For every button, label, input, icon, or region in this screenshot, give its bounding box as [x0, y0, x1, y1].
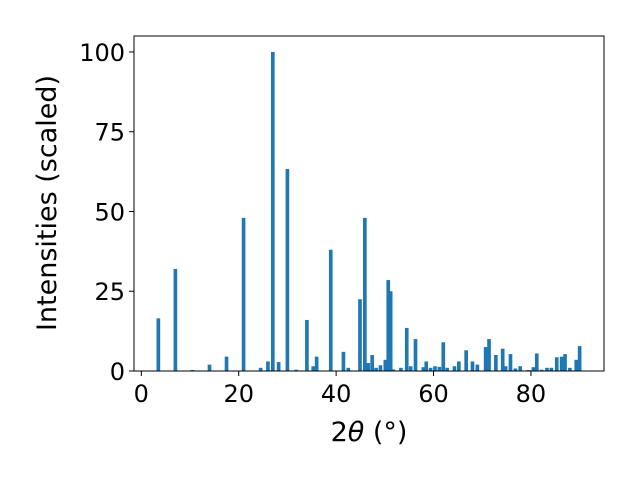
- bar: [577, 346, 582, 371]
- bar: [531, 367, 536, 371]
- y-tick-label: 25: [94, 278, 125, 306]
- bar: [568, 367, 572, 371]
- y-tick-label: 50: [94, 198, 125, 226]
- bar: [518, 366, 523, 371]
- bar: [413, 339, 418, 371]
- x-tick-label: 80: [516, 380, 547, 408]
- y-axis-label: Intensities (scaled): [32, 75, 63, 331]
- x-tick-label: 0: [134, 380, 149, 408]
- bar: [503, 366, 508, 371]
- bar: [483, 347, 488, 371]
- y-tick-label: 100: [79, 39, 125, 67]
- bar: [328, 249, 333, 371]
- bar: [437, 366, 442, 371]
- bar: [358, 299, 362, 371]
- bar: [441, 342, 446, 371]
- bar: [457, 361, 461, 371]
- x-axis-ticks: 0 20 40 60 80: [134, 371, 547, 408]
- bar: [386, 280, 391, 371]
- bar: [314, 356, 319, 371]
- bar: [374, 367, 378, 371]
- y-tick-label: 75: [94, 119, 125, 147]
- y-tick-label: 0: [110, 358, 125, 386]
- bar: [494, 355, 498, 371]
- bar: [363, 217, 367, 371]
- bar: [513, 368, 518, 371]
- bar: [421, 367, 426, 371]
- bar: [388, 291, 393, 371]
- bar: [545, 367, 549, 371]
- bar: [391, 369, 395, 371]
- x-tick-label: 60: [418, 380, 449, 408]
- bar: [346, 367, 351, 371]
- bar: [445, 367, 449, 371]
- bar: [428, 367, 433, 371]
- bar-series: [156, 51, 582, 371]
- bar: [508, 354, 513, 371]
- bar: [559, 356, 564, 371]
- bar: [470, 361, 475, 371]
- bar: [285, 169, 290, 371]
- bar: [534, 353, 539, 371]
- bar: [487, 339, 491, 371]
- bar: [173, 268, 178, 371]
- bar: [408, 366, 413, 371]
- bar: [475, 364, 480, 371]
- bar: [464, 350, 468, 371]
- bar: [404, 327, 409, 371]
- bar: [554, 357, 559, 371]
- x-tick-label: 40: [321, 380, 352, 408]
- bar: [424, 361, 429, 371]
- bar: [370, 355, 374, 371]
- bar: [452, 366, 457, 371]
- bar: [311, 366, 316, 371]
- bar: [549, 367, 554, 371]
- y-axis-ticks: 0 25 50 75 100: [79, 39, 134, 386]
- bar: [207, 364, 212, 371]
- bar: [366, 363, 371, 371]
- x-tick-label: 20: [223, 380, 254, 408]
- bar: [241, 217, 246, 371]
- bar: [383, 359, 388, 371]
- bar: [224, 356, 229, 371]
- bar: [399, 367, 403, 371]
- bar: [156, 318, 161, 371]
- bar: [258, 367, 263, 371]
- bar: [563, 354, 567, 371]
- bar: [305, 319, 309, 371]
- bar: [341, 351, 346, 371]
- bar: [270, 51, 275, 371]
- bar: [266, 361, 270, 371]
- bar: [294, 369, 299, 371]
- bar: [276, 362, 281, 371]
- plot-frame: [133, 35, 605, 372]
- bar: [574, 359, 579, 371]
- bar: [378, 365, 383, 371]
- bar: [433, 366, 437, 371]
- bar: [539, 369, 544, 371]
- bar: [500, 348, 505, 371]
- x-axis-label: 2θ (°): [331, 417, 408, 448]
